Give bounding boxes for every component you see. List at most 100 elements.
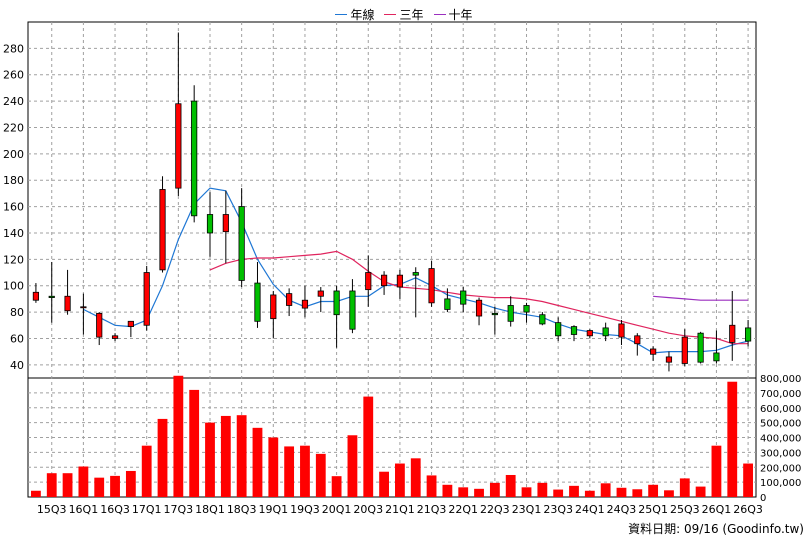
candle-body bbox=[460, 290, 467, 305]
volume-bar bbox=[363, 396, 374, 497]
x-tick-label: 24Q3 bbox=[607, 503, 637, 516]
volume-bar bbox=[711, 445, 722, 497]
volume-bar bbox=[173, 375, 184, 497]
candle-body bbox=[396, 274, 404, 288]
volume-bar bbox=[284, 446, 295, 497]
volume-bar bbox=[727, 381, 738, 497]
candle-body bbox=[507, 305, 514, 322]
x-tick-label: 26Q3 bbox=[733, 503, 763, 516]
price-tick-label: 160 bbox=[3, 201, 24, 214]
candle-body bbox=[191, 100, 198, 217]
x-tick-label: 24Q1 bbox=[575, 503, 605, 516]
volume-bar bbox=[679, 478, 690, 497]
candle-body bbox=[428, 268, 435, 304]
candle-body bbox=[96, 312, 103, 338]
volume-bar bbox=[220, 415, 231, 497]
candle-body bbox=[523, 305, 530, 313]
candle-body bbox=[301, 299, 309, 309]
candle-body bbox=[729, 324, 736, 343]
legend-label-three: 三年 bbox=[399, 7, 424, 22]
x-tick-label: 17Q3 bbox=[164, 503, 194, 516]
volume-bar bbox=[537, 482, 548, 497]
volume-bar bbox=[395, 463, 405, 497]
volume-bar bbox=[442, 484, 453, 497]
candle-body bbox=[555, 322, 562, 337]
ma-three-line bbox=[209, 250, 749, 345]
candle-body bbox=[539, 314, 546, 325]
volume-bar bbox=[695, 486, 706, 497]
candle-body bbox=[254, 282, 261, 322]
price-tick-label: 220 bbox=[3, 121, 24, 134]
volume-bar bbox=[62, 473, 73, 497]
x-tick-label: 23Q1 bbox=[512, 503, 542, 516]
legend-label-ten: 十年 bbox=[448, 7, 473, 22]
volume-bar bbox=[78, 466, 89, 497]
candle-body bbox=[127, 320, 134, 327]
candle-body bbox=[270, 294, 277, 320]
candle-body bbox=[475, 299, 483, 317]
candle-body bbox=[48, 295, 55, 298]
candle-body bbox=[222, 214, 229, 233]
volume-bar bbox=[410, 458, 421, 497]
price-tick-label: 200 bbox=[3, 148, 24, 161]
volume-bar bbox=[474, 488, 484, 497]
candle-body bbox=[64, 295, 71, 312]
ma-ten-line bbox=[653, 295, 749, 301]
candle-body bbox=[333, 290, 340, 316]
candle-body bbox=[618, 323, 625, 338]
legend-item-ten: 十年 bbox=[433, 6, 473, 23]
price-tick-label: 100 bbox=[3, 280, 24, 293]
volume-tick-label: 700,000 bbox=[760, 389, 801, 400]
volume-bar bbox=[584, 490, 595, 497]
legend-swatch-three bbox=[384, 13, 397, 15]
volume-bar bbox=[489, 482, 500, 497]
volume-bar bbox=[458, 487, 469, 497]
candle-body bbox=[111, 335, 119, 339]
price-tick-label: 260 bbox=[3, 69, 24, 82]
legend-label-year: 年線 bbox=[350, 7, 375, 22]
volume-bar bbox=[46, 473, 57, 497]
x-tick-label: 21Q1 bbox=[385, 503, 415, 516]
volume-bar bbox=[743, 463, 753, 497]
candle-body bbox=[634, 335, 641, 345]
x-tick-label: 25Q1 bbox=[638, 503, 668, 516]
x-tick-label: 26Q1 bbox=[702, 503, 732, 516]
candle-body bbox=[143, 272, 150, 326]
price-tick-label: 280 bbox=[3, 42, 24, 55]
price-tick-label: 40 bbox=[10, 359, 24, 372]
x-tick-label: 21Q3 bbox=[417, 503, 447, 516]
volume-bar bbox=[31, 490, 41, 497]
x-tick-label: 25Q3 bbox=[670, 503, 700, 516]
footer-source-label: 資料日期: 09/16 (Goodinfo.tw) bbox=[628, 522, 804, 536]
volume-bar bbox=[252, 427, 263, 497]
volume-tick-label: 0 bbox=[760, 493, 766, 504]
candle-body bbox=[380, 274, 388, 287]
x-tick-label: 16Q3 bbox=[100, 503, 130, 516]
price-tick-label: 140 bbox=[3, 227, 24, 240]
legend-swatch-year bbox=[335, 13, 348, 15]
volume-bar bbox=[600, 483, 611, 497]
x-tick-label: 20Q1 bbox=[322, 503, 352, 516]
candle-body bbox=[317, 290, 324, 297]
x-tick-label: 19Q3 bbox=[290, 503, 320, 516]
candle-body bbox=[650, 348, 657, 355]
volume-tick-label: 600,000 bbox=[760, 404, 801, 415]
candle-body bbox=[697, 332, 704, 363]
price-tick-label: 180 bbox=[3, 174, 24, 187]
x-tick-label: 23Q3 bbox=[543, 503, 573, 516]
candle-body bbox=[602, 327, 609, 337]
candle-body bbox=[444, 298, 451, 310]
volume-bar bbox=[125, 470, 136, 497]
volume-tick-label: 400,000 bbox=[760, 434, 801, 445]
volume-tick-label: 200,000 bbox=[760, 463, 801, 474]
legend-item-year: 年線 bbox=[335, 6, 374, 23]
candle-body bbox=[32, 291, 40, 301]
volume-bar bbox=[157, 418, 168, 497]
x-tick-label: 22Q3 bbox=[480, 503, 510, 516]
volume-bar bbox=[110, 475, 120, 497]
volume-bar bbox=[426, 475, 437, 497]
x-tick-label: 22Q1 bbox=[448, 503, 478, 516]
volume-tick-label: 300,000 bbox=[760, 448, 801, 459]
